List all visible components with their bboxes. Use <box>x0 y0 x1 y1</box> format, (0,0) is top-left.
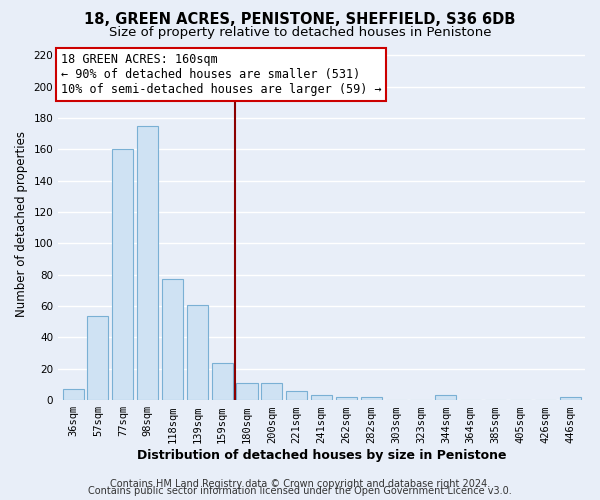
Bar <box>88 316 109 400</box>
Bar <box>435 396 457 400</box>
Text: Size of property relative to detached houses in Penistone: Size of property relative to detached ho… <box>109 26 491 39</box>
Bar <box>162 280 183 400</box>
Text: Contains HM Land Registry data © Crown copyright and database right 2024.: Contains HM Land Registry data © Crown c… <box>110 479 490 489</box>
X-axis label: Distribution of detached houses by size in Penistone: Distribution of detached houses by size … <box>137 450 506 462</box>
Bar <box>286 391 307 400</box>
Bar <box>361 397 382 400</box>
Bar <box>336 397 357 400</box>
Text: Contains public sector information licensed under the Open Government Licence v3: Contains public sector information licen… <box>88 486 512 496</box>
Bar <box>62 389 83 400</box>
Y-axis label: Number of detached properties: Number of detached properties <box>15 131 28 317</box>
Bar <box>560 397 581 400</box>
Bar <box>187 304 208 400</box>
Text: 18, GREEN ACRES, PENISTONE, SHEFFIELD, S36 6DB: 18, GREEN ACRES, PENISTONE, SHEFFIELD, S… <box>85 12 515 28</box>
Bar <box>311 396 332 400</box>
Bar <box>112 150 133 400</box>
Bar <box>236 383 257 400</box>
Bar <box>262 383 283 400</box>
Text: 18 GREEN ACRES: 160sqm
← 90% of detached houses are smaller (531)
10% of semi-de: 18 GREEN ACRES: 160sqm ← 90% of detached… <box>61 53 382 96</box>
Bar <box>137 126 158 400</box>
Bar <box>212 362 233 400</box>
